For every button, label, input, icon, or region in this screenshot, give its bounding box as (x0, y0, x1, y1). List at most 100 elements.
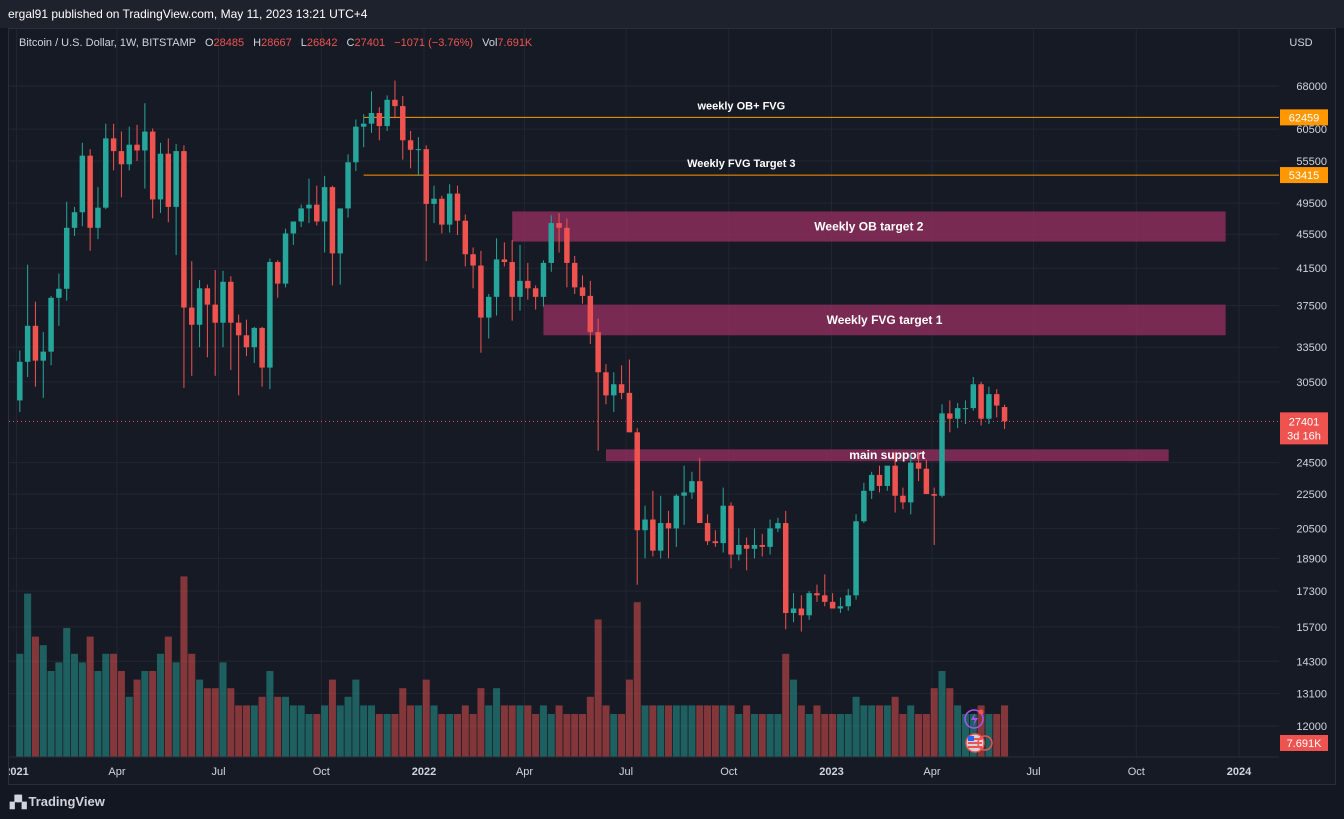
volume-bar (453, 714, 461, 757)
candle-body (923, 468, 930, 495)
volume-bar (836, 714, 844, 757)
candle-body (126, 144, 132, 165)
volume-bar (407, 705, 415, 757)
candle-body (267, 262, 273, 368)
volume-bar (414, 705, 422, 757)
legend-open-label: O (205, 37, 214, 49)
candle-body (915, 462, 922, 469)
price-tick-label: 68000 (1296, 81, 1327, 93)
candle-body (657, 523, 664, 551)
candle-body (290, 221, 297, 234)
volume-bar (399, 688, 407, 757)
legend-row: Bitcoin / U.S. Dollar, 1W, BITSTAMP O284… (19, 37, 533, 49)
volume-bar (594, 619, 602, 757)
volume-bar (344, 696, 352, 757)
candle-body (501, 259, 508, 263)
chart-panel[interactable]: Weekly OB target 2 Weekly FVG target 1 mai… (8, 28, 1336, 785)
volume-bar (704, 705, 712, 757)
last-price-tag (1280, 412, 1328, 445)
volume-bar (571, 714, 579, 757)
volume-bar (578, 714, 587, 757)
candle-body (540, 262, 547, 297)
price-tick-label: 45500 (1296, 229, 1327, 241)
legend-close-label: C (347, 37, 355, 49)
volume-bar (961, 714, 969, 757)
candle-body (947, 413, 953, 419)
volume-bar (680, 705, 688, 757)
legend-symbol: Bitcoin / U.S. Dollar, 1W, BITSTAMP (19, 37, 196, 49)
time-axis[interactable]: 2021 Apr Jul Oct 2022 Apr Jul Oct 2023 Apr Jul Oct 2… (9, 756, 1279, 778)
volume-bar (532, 714, 540, 757)
time-tick-label: 2023 (819, 766, 843, 778)
price-tick-label: 37500 (1296, 301, 1327, 313)
candle-body (24, 325, 31, 362)
currency-label: USD (1289, 37, 1312, 49)
candle-body (642, 519, 648, 531)
volume-bar (375, 714, 383, 757)
price-tick-label: 15700 (1296, 622, 1327, 634)
volume-bar (188, 653, 196, 757)
tradingview-logo-icon: ▞▚ (10, 795, 27, 809)
volume-bar (446, 714, 454, 757)
candle-body (134, 144, 140, 151)
economic-events-icon[interactable] (965, 733, 993, 753)
volume-bar (618, 714, 626, 757)
candle-body (837, 606, 844, 609)
volume-bar (86, 636, 94, 757)
candle-body (40, 351, 46, 361)
candle-body (712, 541, 719, 544)
volume-bar (180, 576, 188, 757)
volume-bar (102, 653, 110, 757)
volume-bar (852, 696, 860, 757)
level-price-tag (1280, 109, 1328, 126)
price-chart[interactable]: Weekly OB target 2 Weekly FVG target 1 mai… (9, 29, 1337, 786)
volume-bar (750, 714, 758, 757)
candle-body (439, 198, 445, 225)
candle-body (595, 332, 601, 373)
candle-body (71, 212, 78, 228)
volume-bar (258, 696, 266, 757)
candle-body (931, 494, 937, 496)
volume-bar (242, 705, 250, 757)
candle-body (962, 408, 969, 410)
countdown-label: 3d 16h (1287, 430, 1321, 442)
volume-bar (797, 705, 805, 757)
candle-body (814, 593, 820, 596)
volume-bar (63, 628, 71, 757)
volume-bar (907, 705, 915, 757)
candle-body (321, 187, 328, 222)
volume-bar (930, 688, 938, 757)
candle-body (736, 544, 742, 555)
volume-bar (539, 705, 547, 757)
candle-body (189, 307, 195, 325)
tradingview-logo[interactable]: ▞▚ TradingView (10, 794, 105, 809)
candle-body (697, 481, 703, 524)
candle-body (743, 544, 750, 549)
volume-bar (297, 705, 305, 757)
candle-body (400, 106, 406, 141)
candle-body (274, 262, 281, 284)
volume-bar (711, 705, 719, 757)
time-tick-label: Jul (212, 766, 226, 778)
volume-bar (31, 636, 39, 757)
volume-bar (141, 671, 149, 757)
candle-body (212, 304, 218, 323)
candle-body (259, 327, 265, 368)
volume-bar (743, 705, 751, 757)
candle-body (157, 153, 164, 200)
volume-bar (24, 593, 32, 757)
volume-bar (547, 714, 555, 757)
price-tick-label: 55500 (1296, 156, 1327, 168)
volume-bar (125, 696, 133, 757)
price-axis[interactable]: 68000 60500 55500 49500 45500 41500 37500 33500… (1280, 81, 1328, 751)
volume-bar (266, 671, 274, 757)
candle-body (282, 233, 289, 284)
volume-bar (625, 679, 633, 757)
volume-bar (39, 645, 47, 757)
candle-body (87, 155, 93, 228)
alert-icon[interactable] (964, 709, 984, 729)
volume-bar (110, 653, 118, 757)
candlesticks (17, 80, 1008, 632)
volume-bar (821, 714, 829, 757)
volume-bar (71, 653, 79, 757)
